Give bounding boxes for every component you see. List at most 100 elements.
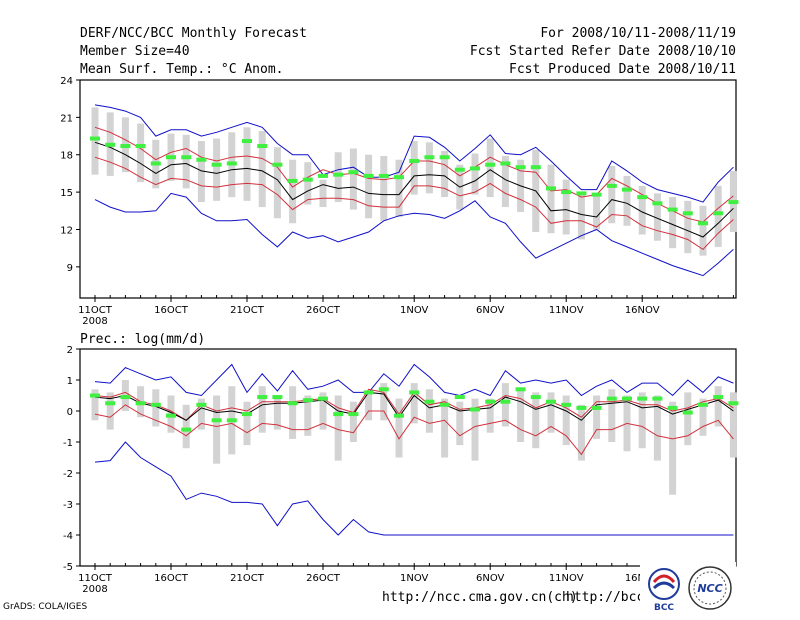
prec-spread-box bbox=[410, 383, 418, 424]
prec-observed-mark bbox=[454, 395, 465, 400]
temp-observed-mark bbox=[105, 142, 116, 147]
temp-mean-line bbox=[94, 141, 734, 238]
temp-observed-mark bbox=[318, 173, 328, 178]
prec-spread-box bbox=[653, 395, 661, 461]
prec-observed-mark bbox=[150, 402, 161, 407]
prec-plot-frame bbox=[79, 348, 737, 567]
prec-spread-box bbox=[425, 389, 433, 433]
temp-spread-box bbox=[410, 141, 418, 195]
prec-spread-box bbox=[258, 386, 266, 433]
temp-xtick-label: 16OCT bbox=[154, 305, 189, 316]
prec-xtick-label: 11OCT bbox=[78, 573, 113, 584]
prec-spread-box bbox=[669, 401, 677, 495]
prec-spread-box bbox=[593, 395, 601, 439]
temp-spread-box bbox=[289, 159, 297, 224]
temp-observed-mark bbox=[546, 186, 556, 191]
prec-spread-box bbox=[273, 395, 281, 430]
bcc-url-link[interactable]: http://bcc. bbox=[566, 590, 653, 605]
temp-ytick-label: 21 bbox=[60, 113, 73, 124]
prec-spread-box bbox=[152, 389, 160, 427]
ncc-inner-ring bbox=[693, 571, 727, 605]
temp-observed-mark bbox=[120, 144, 131, 149]
prec-observed-mark bbox=[378, 387, 389, 392]
temp-observed-mark bbox=[333, 172, 344, 177]
temp-observed-mark bbox=[378, 173, 389, 178]
prec-max-line bbox=[94, 363, 734, 397]
prec-observed-mark bbox=[591, 405, 602, 410]
temp-spread-box bbox=[349, 148, 357, 210]
prec-observed-mark bbox=[637, 396, 648, 401]
temp-observed-mark bbox=[348, 170, 359, 175]
temp-observed-mark bbox=[682, 211, 693, 216]
temp-observed-mark bbox=[576, 191, 587, 196]
prec-observed-mark bbox=[424, 399, 435, 404]
prec-ytick-label: -3 bbox=[63, 500, 73, 511]
temp-spread-box bbox=[380, 155, 388, 221]
prec-mean-line bbox=[94, 391, 734, 421]
prec-spread-box bbox=[91, 389, 99, 421]
temp-observed-mark bbox=[530, 165, 541, 170]
bcc-ncc-logo: BCC NCC bbox=[640, 562, 736, 616]
temp-observed-mark bbox=[166, 155, 176, 160]
temp-ytick-label: 15 bbox=[60, 188, 73, 199]
temp-observed-mark bbox=[728, 200, 739, 205]
prec-spread-box bbox=[714, 386, 722, 427]
prec-observed-mark bbox=[606, 396, 617, 401]
prec-observed-mark bbox=[546, 399, 556, 404]
prec-spread-box bbox=[577, 404, 585, 461]
prec-observed-mark bbox=[439, 402, 450, 407]
prec-spread-box bbox=[486, 398, 494, 433]
prec-ytick-label: -1 bbox=[63, 438, 73, 449]
temp-spread-box bbox=[182, 134, 190, 189]
temp-observed-mark bbox=[485, 162, 496, 167]
temp-xtick-label: 26OCT bbox=[306, 305, 341, 316]
temp-spread-box bbox=[213, 138, 221, 201]
prec-lower-line bbox=[94, 404, 734, 456]
temp-ytick-label: 18 bbox=[60, 151, 73, 162]
prec-spread-box bbox=[243, 401, 251, 446]
temp-observed-mark bbox=[302, 177, 313, 182]
fcst-produced-date: Fcst Produced Date 2008/10/11 bbox=[509, 62, 736, 77]
temp-observed-mark bbox=[287, 178, 298, 183]
prec-spread-box bbox=[729, 392, 737, 458]
prec-spread-box bbox=[213, 395, 221, 464]
temp-observed-mark bbox=[409, 158, 420, 163]
fcst-started-date: Fcst Started Refer Date 2008/10/10 bbox=[469, 44, 736, 59]
prec-spread-box bbox=[182, 404, 190, 449]
prec-observed-mark bbox=[333, 412, 344, 417]
temp-spread-box bbox=[562, 179, 570, 235]
variable-label: Mean Surf. Temp.: °C Anom. bbox=[80, 62, 284, 77]
temp-spread-box bbox=[471, 153, 479, 195]
prec-observed-mark bbox=[698, 402, 708, 407]
prec-observed-mark bbox=[257, 395, 268, 400]
prec-ytick-label: 2 bbox=[67, 345, 73, 356]
temp-min-line bbox=[94, 192, 734, 277]
prec-observed-mark bbox=[682, 410, 693, 415]
temp-spread-box bbox=[608, 165, 616, 224]
temp-spread-box bbox=[441, 151, 449, 198]
prec-ytick-label: -5 bbox=[63, 562, 73, 573]
prec-observed-mark bbox=[530, 395, 541, 400]
temp-spread-box bbox=[304, 162, 312, 205]
prec-observed-mark bbox=[302, 398, 313, 403]
temp-observed-mark bbox=[561, 190, 572, 195]
ncc-url-link[interactable]: http://ncc.cma.gov.cn(ch) bbox=[382, 590, 578, 605]
prec-ytick-label: -2 bbox=[63, 469, 73, 480]
temp-ytick-label: 9 bbox=[67, 263, 73, 274]
prec-spread-box bbox=[441, 398, 449, 458]
prec-observed-mark bbox=[409, 390, 420, 395]
temp-observed-mark bbox=[181, 155, 192, 160]
temp-xtick-label: 11NOV bbox=[549, 305, 584, 316]
prec-xtick-label: 6NOV bbox=[476, 573, 505, 584]
temp-observed-mark bbox=[439, 155, 450, 160]
prec-observed-mark bbox=[242, 412, 252, 417]
temp-lower-line bbox=[94, 156, 734, 251]
temp-spread-box bbox=[684, 200, 692, 254]
prec-spread-box bbox=[471, 398, 479, 461]
chart-title: DERF/NCC/BCC Monthly Forecast bbox=[80, 26, 307, 41]
temp-spread-box bbox=[258, 131, 266, 208]
temp-xtick-label: 21OCT bbox=[230, 305, 265, 316]
bcc-arc-red bbox=[652, 574, 676, 584]
prec-spread-box bbox=[638, 392, 646, 449]
